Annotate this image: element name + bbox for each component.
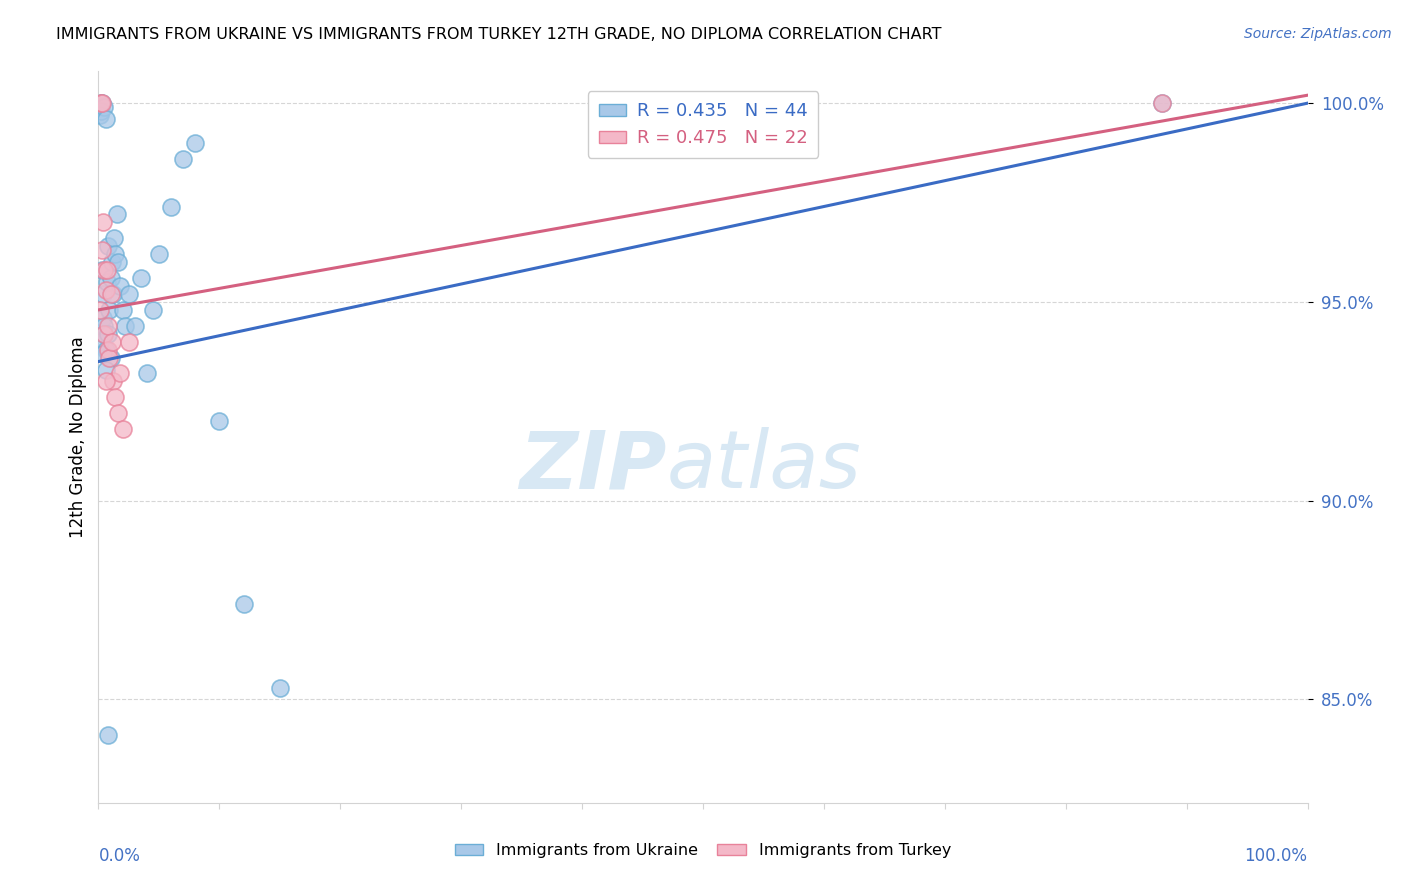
Point — [90, 104, 112, 119]
Point — [172, 152, 194, 166]
Point — [97, 343, 120, 357]
Point — [89, 108, 111, 122]
Point — [97, 326, 120, 341]
Point — [96, 263, 118, 277]
Point — [103, 231, 125, 245]
Point — [91, 96, 114, 111]
Point — [107, 255, 129, 269]
Point — [108, 367, 131, 381]
Point — [1152, 96, 1174, 111]
Point — [148, 247, 170, 261]
Text: 100.0%: 100.0% — [1244, 847, 1308, 864]
Point — [93, 100, 115, 114]
Point — [100, 287, 122, 301]
Point — [91, 287, 114, 301]
Point — [135, 367, 157, 381]
Point — [129, 271, 152, 285]
Point — [118, 287, 141, 301]
Point — [114, 318, 136, 333]
Point — [1152, 96, 1174, 111]
Point — [208, 414, 231, 428]
Point — [100, 255, 122, 269]
Point — [269, 681, 291, 695]
Point — [104, 247, 127, 261]
Point — [142, 302, 165, 317]
Point — [100, 334, 122, 349]
Point — [101, 375, 124, 389]
Text: ZIP: ZIP — [519, 427, 666, 506]
Point — [101, 287, 124, 301]
Point — [90, 96, 112, 111]
Point — [160, 200, 183, 214]
Legend: Immigrants from Ukraine, Immigrants from Turkey: Immigrants from Ukraine, Immigrants from… — [449, 837, 957, 864]
Point — [100, 351, 122, 365]
Point — [104, 390, 127, 404]
Text: atlas: atlas — [666, 427, 862, 506]
Y-axis label: 12th Grade, No Diploma: 12th Grade, No Diploma — [69, 336, 87, 538]
Point — [98, 302, 121, 317]
Point — [91, 215, 114, 229]
Point — [107, 406, 129, 420]
Point — [108, 279, 131, 293]
Point — [111, 422, 134, 436]
Point — [93, 318, 115, 333]
Point — [93, 326, 115, 341]
Text: 0.0%: 0.0% — [98, 847, 141, 864]
Point — [96, 275, 118, 289]
Point — [94, 362, 117, 376]
Point — [232, 597, 254, 611]
Point — [94, 283, 117, 297]
Point — [97, 318, 120, 333]
Point — [94, 375, 117, 389]
Point — [89, 302, 111, 317]
Point — [91, 96, 114, 111]
Point — [91, 346, 114, 360]
Point — [98, 351, 121, 365]
Point — [89, 334, 111, 349]
Point — [124, 318, 146, 333]
Point — [100, 271, 122, 285]
Point — [97, 728, 120, 742]
Point — [93, 326, 115, 341]
Point — [90, 96, 112, 111]
Point — [91, 244, 114, 258]
Point — [93, 263, 115, 277]
Point — [97, 239, 120, 253]
Point — [105, 207, 128, 221]
Point — [91, 263, 114, 277]
Point — [91, 310, 114, 325]
Text: Source: ZipAtlas.com: Source: ZipAtlas.com — [1244, 27, 1392, 41]
Point — [111, 302, 134, 317]
Point — [118, 334, 141, 349]
Point — [94, 343, 117, 357]
Point — [94, 112, 117, 126]
Point — [184, 136, 207, 150]
Text: IMMIGRANTS FROM UKRAINE VS IMMIGRANTS FROM TURKEY 12TH GRADE, NO DIPLOMA CORRELA: IMMIGRANTS FROM UKRAINE VS IMMIGRANTS FR… — [56, 27, 942, 42]
